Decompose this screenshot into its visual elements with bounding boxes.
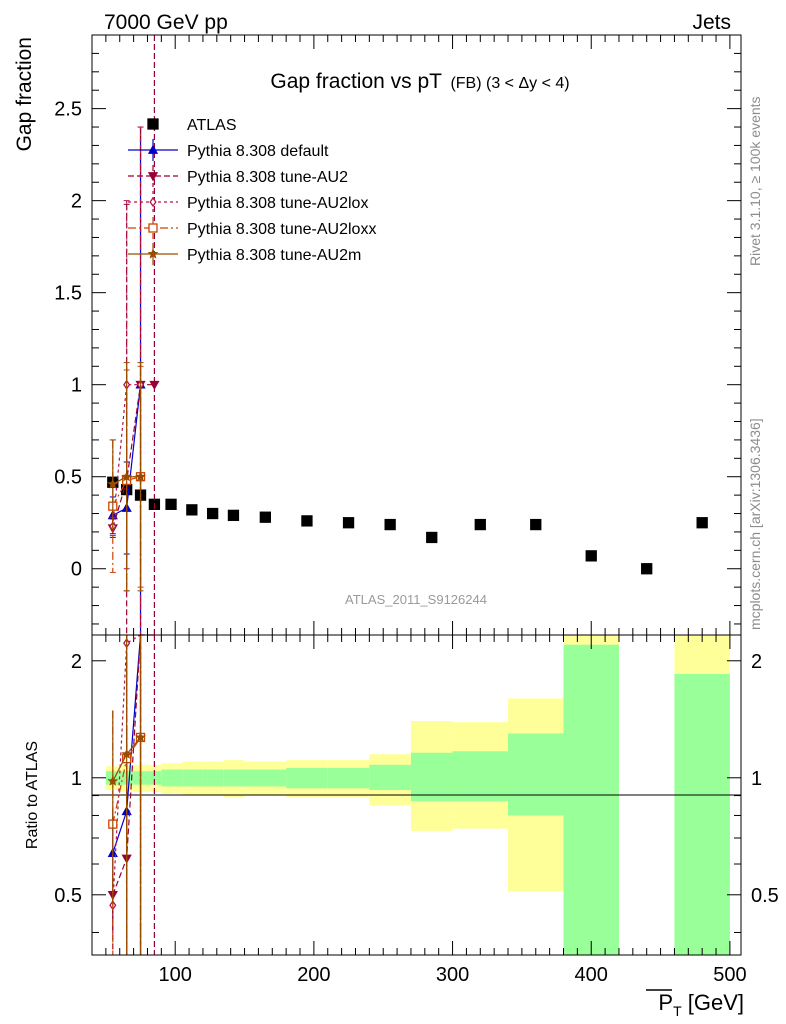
legend-label: ATLAS: [187, 117, 237, 134]
x-tick-label: 200: [297, 964, 330, 986]
main-y-tick-label: 2.5: [54, 99, 82, 121]
ratio-y-tick-label-right: 0.5: [751, 885, 779, 907]
data-point: [107, 478, 119, 489]
main-y-tick-label: 1.5: [54, 283, 82, 305]
data-point: [696, 517, 708, 529]
main-y-tick-label: 2: [71, 191, 82, 213]
x-tick-label: 100: [159, 964, 192, 986]
main-y-tick-label: 1: [71, 375, 82, 397]
x-tick-label: 500: [713, 964, 746, 986]
data-point: [135, 471, 146, 482]
data-point: [384, 518, 396, 531]
ratio-band-inner: [508, 733, 564, 816]
ratio-band-inner: [244, 769, 287, 787]
ratio-y-tick-label-right: 2: [751, 651, 762, 673]
data-point: [530, 518, 542, 531]
main-y-tick-label: 0: [71, 559, 82, 581]
data-point: [259, 511, 271, 523]
data-point: [641, 563, 653, 575]
rivet-side-label: Rivet 3.1.10, ≥ 100k events: [747, 96, 763, 266]
header-left: 7000 GeV pp: [104, 11, 228, 34]
legend-label: Pythia 8.308 tune-AU2lox: [187, 195, 368, 212]
ratio-y-tick-label-left: 2: [71, 651, 82, 673]
legend-marker: [147, 144, 159, 154]
data-point: [135, 731, 146, 743]
ratio-y-axis-label: Ratio to ATLAS: [24, 741, 41, 849]
ratio-band-inner: [452, 751, 509, 802]
plot-title-main: Gap fraction vs pT: [270, 70, 442, 93]
data-point: [301, 515, 313, 527]
series-line: [112, 634, 155, 896]
ratio-band-inner: [161, 769, 183, 787]
ratio-band-inner: [327, 767, 370, 789]
main-panel-series: [107, 34, 708, 636]
analysis-id-label: ATLAS_2011_S9126244: [345, 592, 487, 607]
ratio-panel-frame: [91, 634, 742, 956]
data-point: [121, 748, 133, 759]
main-panel-ticks: 0 0.5 1 1.5 2 2.5: [54, 35, 741, 635]
data-point: [227, 509, 240, 522]
ratio-panel-series: [107, 634, 156, 955]
legend-marker: [147, 118, 159, 130]
header-right: Jets: [692, 11, 731, 34]
ratio-band-inner: [223, 769, 245, 787]
data-point: [165, 498, 177, 510]
legend-label: Pythia 8.308 default: [187, 143, 329, 160]
series-line: [112, 384, 141, 527]
ratio-band-inner: [674, 673, 730, 955]
main-y-tick-label: 0.5: [54, 467, 82, 489]
main-series-au2m: [107, 362, 146, 592]
ratio-band-inner: [286, 767, 328, 789]
legend-label: Pythia 8.308 tune-AU2: [187, 169, 348, 186]
legend-marker: [148, 223, 158, 233]
data-point: [107, 775, 119, 786]
main-y-axis-label: Gap fraction: [13, 37, 36, 151]
data-point: [474, 518, 486, 531]
data-point: [186, 504, 198, 516]
main-series-atlas: [107, 476, 708, 575]
ratio-band-inner: [563, 644, 619, 955]
legend-marker: [147, 172, 159, 182]
data-point: [342, 517, 355, 529]
ratio-band-inner: [369, 764, 411, 791]
x-axis-label: PT [GeV]: [658, 990, 744, 1019]
ratio-y-tick-label-left: 0.5: [54, 885, 82, 907]
data-point: [149, 380, 160, 391]
series-line: [112, 384, 155, 529]
x-tick-label: 400: [575, 964, 608, 986]
plot-title-sub: (FB) (3 < Δy < 4): [450, 75, 569, 92]
ratio-band-inner: [410, 752, 453, 802]
legend-marker: [149, 196, 157, 208]
x-tick-label: 300: [436, 964, 469, 986]
ratio-series-au2m: [107, 635, 146, 955]
ratio-y-tick-label-right: 1: [751, 768, 762, 790]
legend-label: Pythia 8.308 tune-AU2m: [187, 247, 361, 264]
data-point: [585, 550, 597, 562]
legend-marker: [147, 248, 159, 259]
plot-title: Gap fraction vs pT (FB) (3 < Δy < 4): [270, 70, 569, 93]
legend: ATLAS Pythia 8.308 default Pythia 8.308 tu…: [128, 117, 376, 265]
ratio-band-inner: [147, 771, 162, 785]
legend-label: Pythia 8.308 tune-AU2loxx: [187, 221, 376, 238]
ratio-panel-ticks: 0.5 0.5 1 1 2 2 100 200 300 400 500: [54, 635, 779, 986]
data-point: [426, 531, 438, 544]
data-point: [121, 471, 133, 482]
ratio-band-inner: [182, 769, 203, 787]
ratio-band-inner: [202, 769, 224, 787]
data-point: [206, 507, 219, 520]
ratio-y-tick-label-left: 1: [71, 768, 82, 790]
mcplots-side-label: mcplots.cern.ch [arXiv:1306.3436]: [747, 418, 763, 630]
